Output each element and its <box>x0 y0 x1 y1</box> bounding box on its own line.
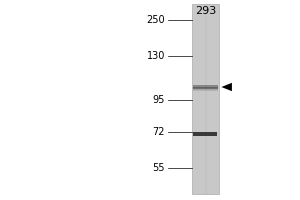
Bar <box>193 87 218 88</box>
Text: 293: 293 <box>195 6 216 16</box>
Bar <box>193 85 218 89</box>
Text: 55: 55 <box>152 163 165 173</box>
Text: 250: 250 <box>146 15 165 25</box>
Text: 95: 95 <box>153 95 165 105</box>
Text: 130: 130 <box>147 51 165 61</box>
Bar <box>192 4 219 194</box>
Bar <box>193 132 217 136</box>
Bar <box>193 90 218 91</box>
Text: 72: 72 <box>152 127 165 137</box>
Polygon shape <box>221 83 232 91</box>
Bar <box>193 89 218 90</box>
Bar <box>193 88 218 89</box>
